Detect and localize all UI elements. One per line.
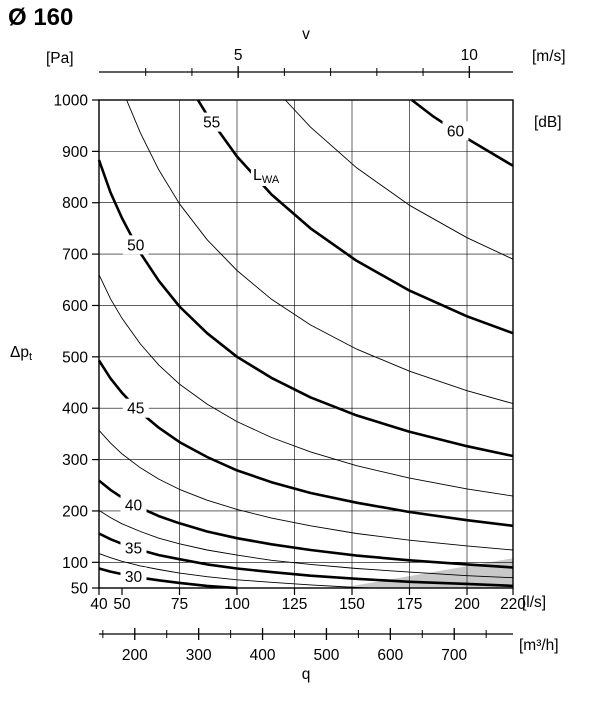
x-tick-label-50: 50 — [113, 596, 131, 613]
contour-57.5 — [284, 99, 514, 260]
y-axis-title-sub: t — [28, 351, 33, 363]
y-tick-label-500: 500 — [62, 349, 88, 366]
contour-37.5 — [98, 510, 514, 579]
contour-label-halo-60 — [442, 121, 469, 141]
contour-family-label: LWA — [251, 167, 282, 187]
contour-label-55: 55 — [203, 115, 220, 132]
y-tick-label-700: 700 — [62, 247, 88, 264]
velocity-unit-label: [m/s] — [532, 48, 566, 65]
x-tick-label-75: 75 — [171, 596, 188, 613]
y-tick-label-100: 100 — [62, 555, 88, 572]
contour-42.5 — [98, 429, 514, 551]
flow-ls-unit-label: [l/s] — [522, 594, 547, 611]
contour-50 — [97, 159, 514, 458]
flow-m3h-tick-label-500: 500 — [314, 647, 340, 664]
noise-unit-label: [dB] — [534, 114, 562, 131]
contour-label-halo-30 — [120, 567, 147, 587]
y-tick-label-800: 800 — [62, 195, 88, 212]
x-tick-label-40: 40 — [90, 596, 108, 613]
contour-label-halo-35 — [120, 538, 147, 558]
page-title: Ø 160 — [8, 4, 74, 31]
contour-label-halo-55 — [198, 112, 225, 132]
contour-label-halo-45 — [122, 398, 149, 418]
y-axis-title-main: Δp — [10, 344, 29, 361]
y-tick-label-300: 300 — [62, 452, 88, 469]
y-tick-label-900: 900 — [62, 144, 88, 161]
contour-label-40: 40 — [125, 497, 143, 514]
x-tick-label-175: 175 — [397, 596, 423, 613]
y-tick-label-400: 400 — [62, 401, 88, 418]
y-tick-label-200: 200 — [62, 503, 88, 520]
contour-label-halo-40 — [120, 495, 147, 515]
x-tick-label-125: 125 — [282, 596, 308, 613]
velocity-tick-label-5: 5 — [234, 47, 243, 64]
top-axis-title: v — [302, 26, 310, 43]
contour-47.5 — [98, 274, 514, 497]
contour-family-label-main: L — [253, 167, 262, 184]
plot-border — [98, 99, 514, 589]
contour-30 — [98, 567, 238, 590]
x-tick-label-220: 220 — [500, 596, 526, 613]
flow-m3h-tick-label-400: 400 — [250, 647, 276, 664]
x-tick-label-200: 200 — [454, 596, 480, 613]
bottom-axis-title: q — [301, 666, 311, 683]
flow-m3h-tick-label-200: 200 — [122, 647, 148, 664]
y-tick-label-1000: 1000 — [54, 93, 89, 110]
contour-label-halo-50 — [122, 235, 149, 255]
x-tick-label-150: 150 — [339, 596, 365, 613]
contour-45 — [97, 359, 514, 528]
contour-label-45: 45 — [127, 401, 144, 418]
contour-52.5 — [126, 99, 514, 405]
flow-m3h-tick-label-600: 600 — [377, 647, 403, 664]
flow-m3h-tick-label-700: 700 — [441, 647, 467, 664]
contour-label-60: 60 — [447, 123, 465, 140]
flow-m3h-tick-label-300: 300 — [186, 647, 212, 664]
flow-m3h-unit-label: [m³/h] — [519, 637, 559, 654]
contour-label-30: 30 — [125, 569, 143, 586]
contour-family-label-sub: WA — [261, 174, 280, 186]
y-tick-label-600: 600 — [62, 298, 88, 315]
contour-label-50: 50 — [127, 237, 145, 254]
contour-32.5 — [98, 553, 371, 589]
y-axis-title: Δpt — [10, 344, 32, 363]
contour-label-35: 35 — [125, 540, 142, 557]
velocity-tick-label-10: 10 — [461, 47, 479, 64]
pressure-unit-label: [Pa] — [46, 50, 74, 67]
x-tick-label-100: 100 — [224, 596, 250, 613]
y-tick-label-50: 50 — [71, 581, 89, 598]
